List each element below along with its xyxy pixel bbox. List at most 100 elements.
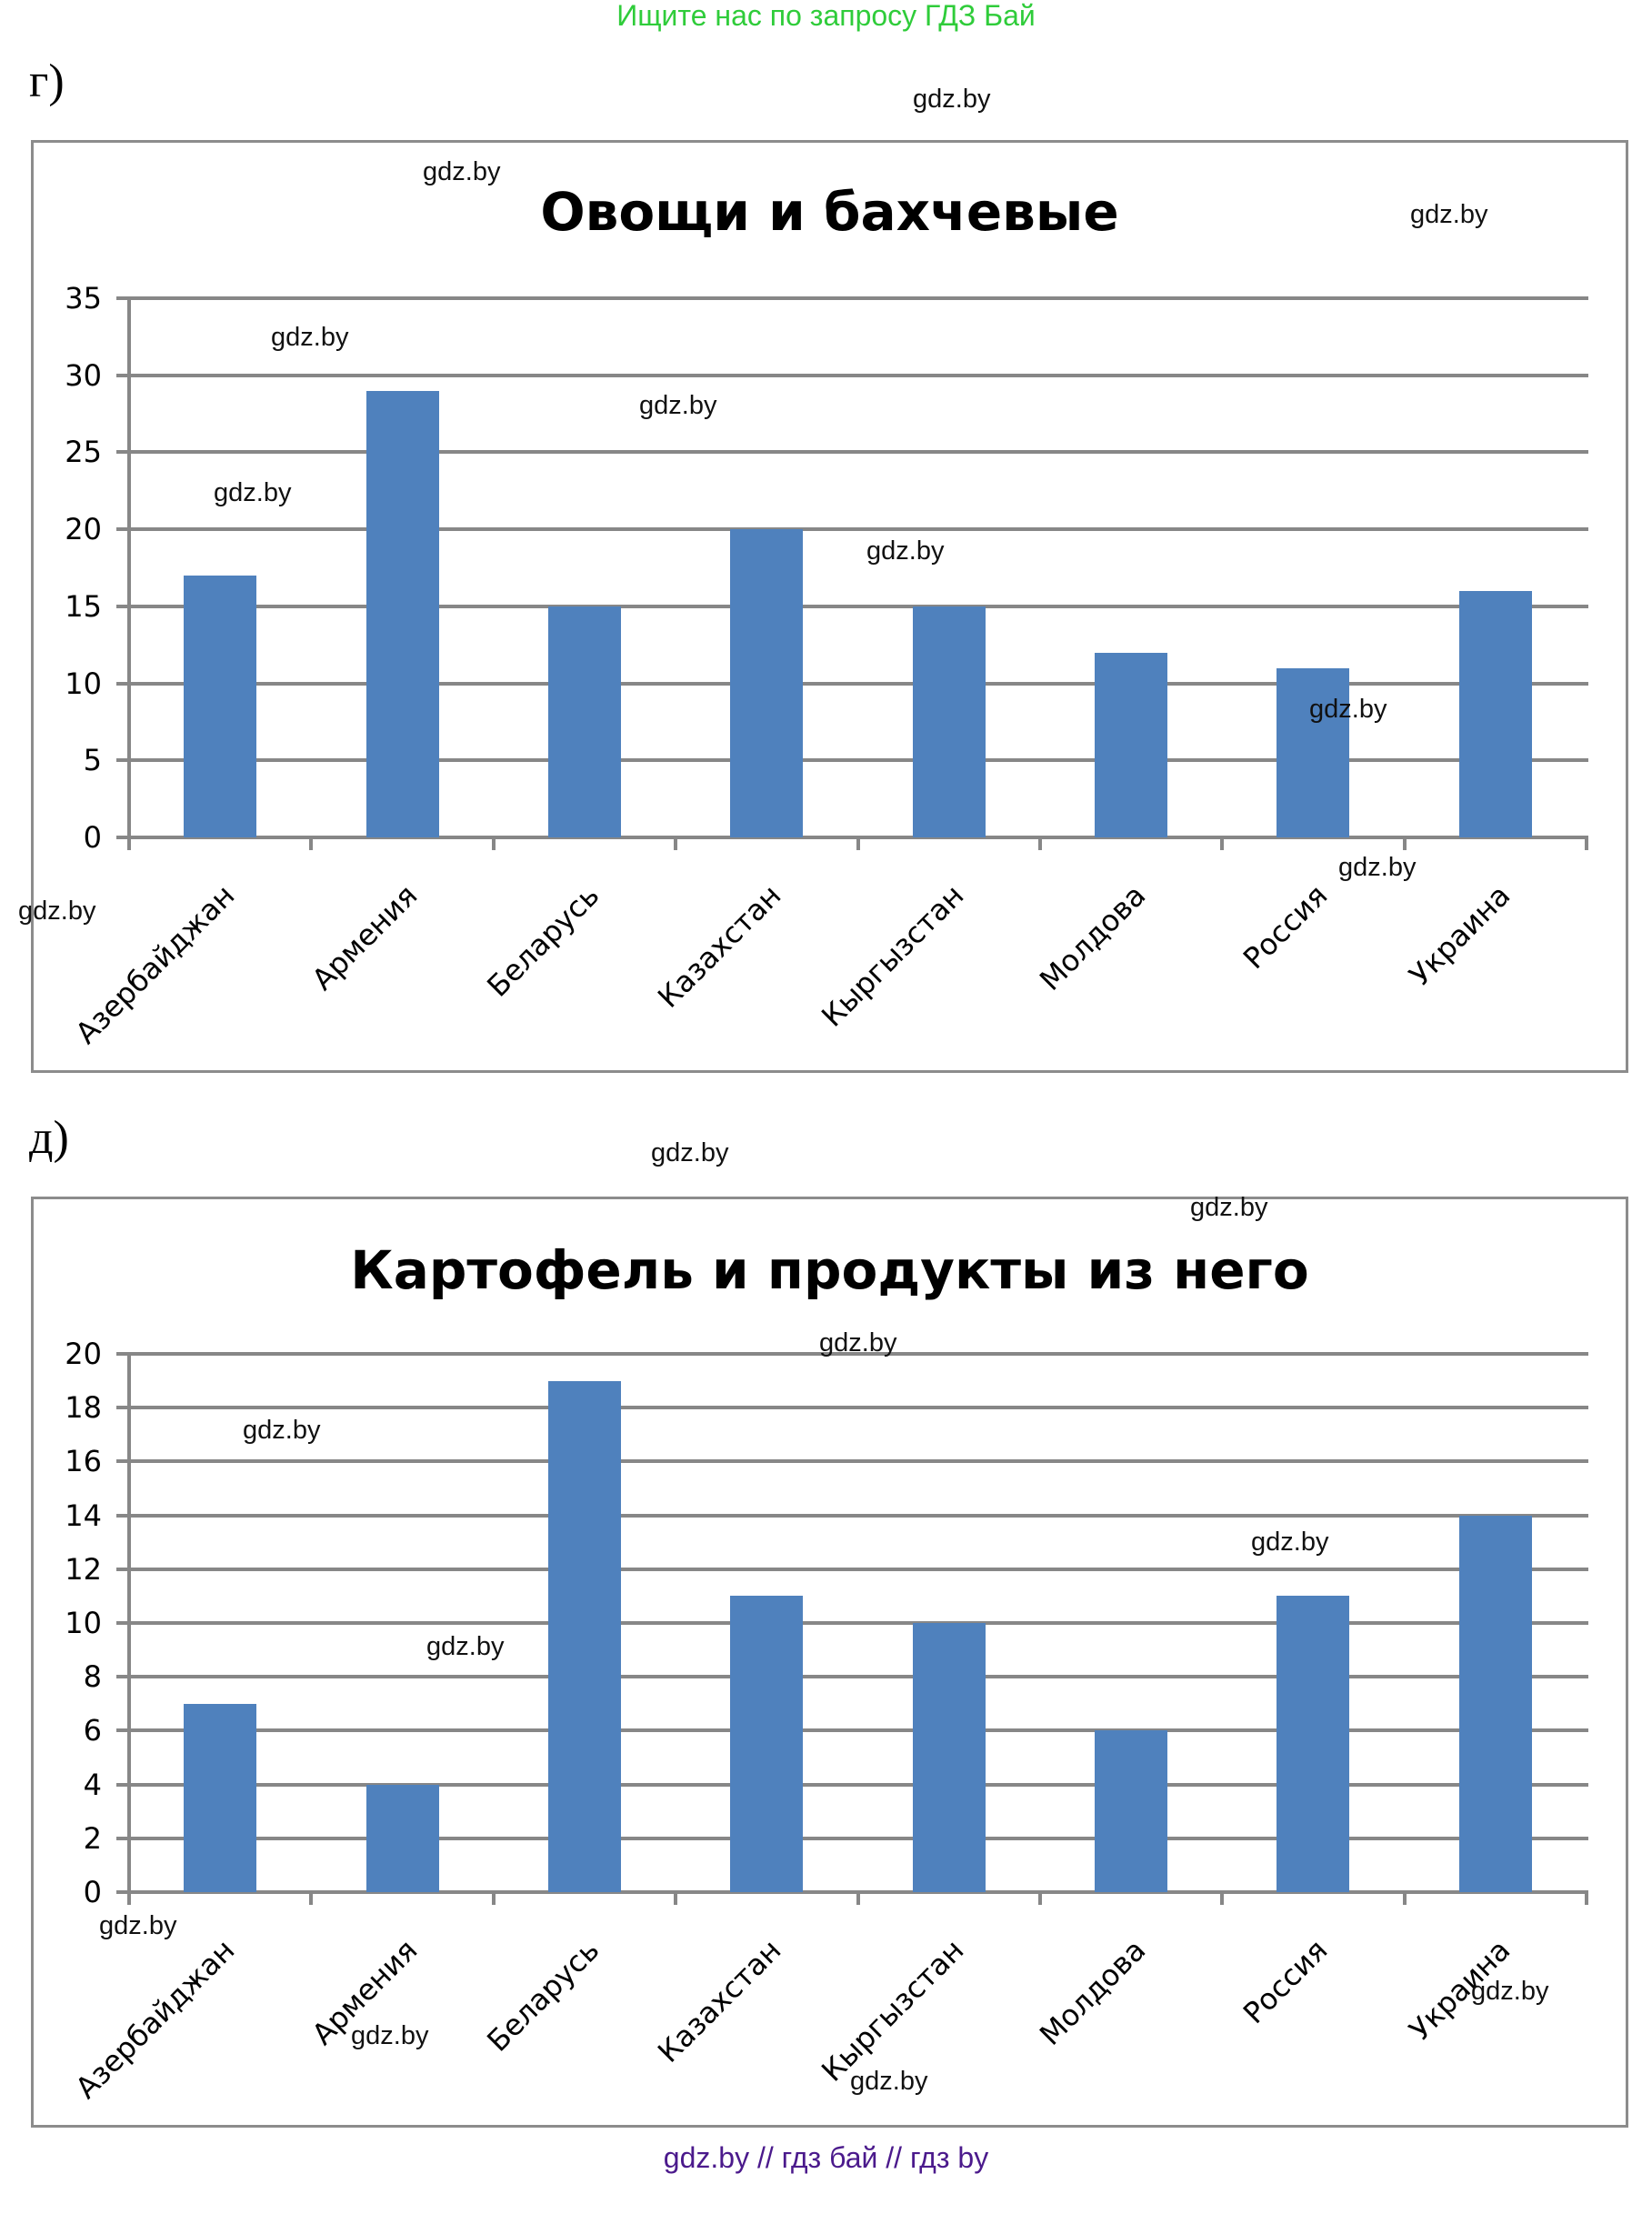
watermark: gdz.by [426, 1632, 505, 1661]
bar-2 [547, 606, 621, 837]
gridline [116, 758, 1588, 763]
chart-title-vegetables: Овощи и бахчевые [540, 181, 1119, 243]
bar-7 [1458, 1515, 1532, 1892]
bar-6 [1277, 1596, 1350, 1892]
y-tick-label: 6 [83, 1713, 102, 1748]
x-tick [1037, 837, 1042, 850]
bar-2 [547, 1380, 621, 1892]
gridline [116, 1352, 1588, 1356]
part-label-g: г) [29, 55, 65, 107]
y-tick-label: 4 [83, 1767, 102, 1802]
gridline [116, 1836, 1588, 1840]
y-tick-label: 0 [83, 820, 102, 855]
y-tick-label: 35 [65, 281, 102, 316]
y-tick-label: 20 [65, 512, 102, 547]
gridline [116, 1513, 1588, 1518]
watermark: gdz.by [1471, 1977, 1549, 2006]
bar-5 [1095, 652, 1168, 837]
gridline [116, 1567, 1588, 1571]
y-tick-label: 30 [65, 357, 102, 393]
watermark: gdz.by [1410, 200, 1488, 229]
gridline [116, 1621, 1588, 1625]
bar-3 [730, 529, 804, 837]
y-tick-label: 16 [65, 1444, 102, 1479]
x-tick [309, 837, 314, 850]
x-tick [1402, 1892, 1407, 1905]
gridline [116, 373, 1588, 377]
x-tick [127, 837, 131, 850]
x-tick [491, 837, 496, 850]
bar-7 [1458, 590, 1532, 837]
gridline [116, 836, 1588, 839]
chart-title-potatoes: Картофель и продукты из него [350, 1239, 1309, 1301]
footer-links: gdz.by // гдз бай // гдз by [663, 2141, 989, 2174]
gridline [116, 1675, 1588, 1679]
watermark: gdz.by [1338, 853, 1417, 882]
x-tick [127, 1892, 131, 1905]
watermark: gdz.by [1309, 695, 1387, 724]
y-tick-label: 5 [83, 743, 102, 778]
watermark: gdz.by [18, 897, 96, 926]
y-tick-label: 12 [65, 1551, 102, 1587]
watermark: gdz.by [819, 1328, 897, 1357]
bar-0 [184, 575, 257, 837]
x-tick [1037, 1892, 1042, 1905]
x-tick [674, 1892, 678, 1905]
gridline [116, 1890, 1588, 1894]
x-tick [1220, 837, 1225, 850]
y-axis-line [127, 298, 131, 850]
bar-4 [912, 1623, 986, 1892]
y-tick-label: 20 [65, 1337, 102, 1371]
gridline [116, 1782, 1588, 1787]
watermark: gdz.by [271, 323, 349, 352]
watermark: gdz.by [99, 1911, 177, 1940]
x-tick [1402, 837, 1407, 850]
x-tick [309, 1892, 314, 1905]
x-tick [1585, 1892, 1588, 1905]
gridline [116, 450, 1588, 455]
y-tick-label: 14 [65, 1498, 102, 1533]
x-tick [674, 837, 678, 850]
bar-6 [1277, 667, 1350, 837]
bar-3 [730, 1596, 804, 1892]
watermark: gdz.by [913, 85, 991, 114]
x-tick [1585, 837, 1588, 850]
bar-5 [1095, 1730, 1168, 1892]
part-label-d: д) [29, 1112, 69, 1164]
y-tick-label: 15 [65, 588, 102, 624]
watermark: gdz.by [866, 536, 945, 566]
bar-4 [912, 606, 986, 837]
chart-potatoes [31, 1197, 1628, 2128]
y-tick-label: 0 [83, 1875, 102, 1909]
watermark: gdz.by [351, 2021, 429, 2050]
gridline [116, 1728, 1588, 1733]
watermark: gdz.by [1190, 1193, 1268, 1222]
y-tick-label: 10 [65, 666, 102, 701]
x-tick [1220, 1892, 1225, 1905]
watermark: gdz.by [1251, 1528, 1329, 1557]
watermark: gdz.by [214, 478, 292, 507]
watermark: gdz.by [850, 2067, 928, 2096]
y-tick-label: 18 [65, 1390, 102, 1426]
gridline [116, 1406, 1588, 1410]
search-hint-banner: Ищите нас по запросу ГДЗ Бай [616, 0, 1036, 32]
y-tick-label: 25 [65, 435, 102, 470]
y-axis-line [127, 1354, 131, 1905]
chart-vegetables [31, 140, 1628, 1073]
gridline [116, 527, 1588, 532]
watermark: gdz.by [639, 391, 717, 420]
y-tick-label: 10 [65, 1606, 102, 1640]
bar-1 [365, 390, 439, 837]
watermark: gdz.by [243, 1416, 321, 1445]
watermark: gdz.by [423, 157, 501, 186]
y-tick-label: 2 [83, 1820, 102, 1856]
bar-1 [365, 1784, 439, 1892]
x-tick [856, 837, 860, 850]
watermark: gdz.by [651, 1138, 729, 1167]
gridline [116, 681, 1588, 686]
gridline [116, 1459, 1588, 1464]
x-tick [491, 1892, 496, 1905]
bar-0 [184, 1703, 257, 1892]
x-tick [856, 1892, 860, 1905]
y-tick-label: 8 [83, 1659, 102, 1695]
